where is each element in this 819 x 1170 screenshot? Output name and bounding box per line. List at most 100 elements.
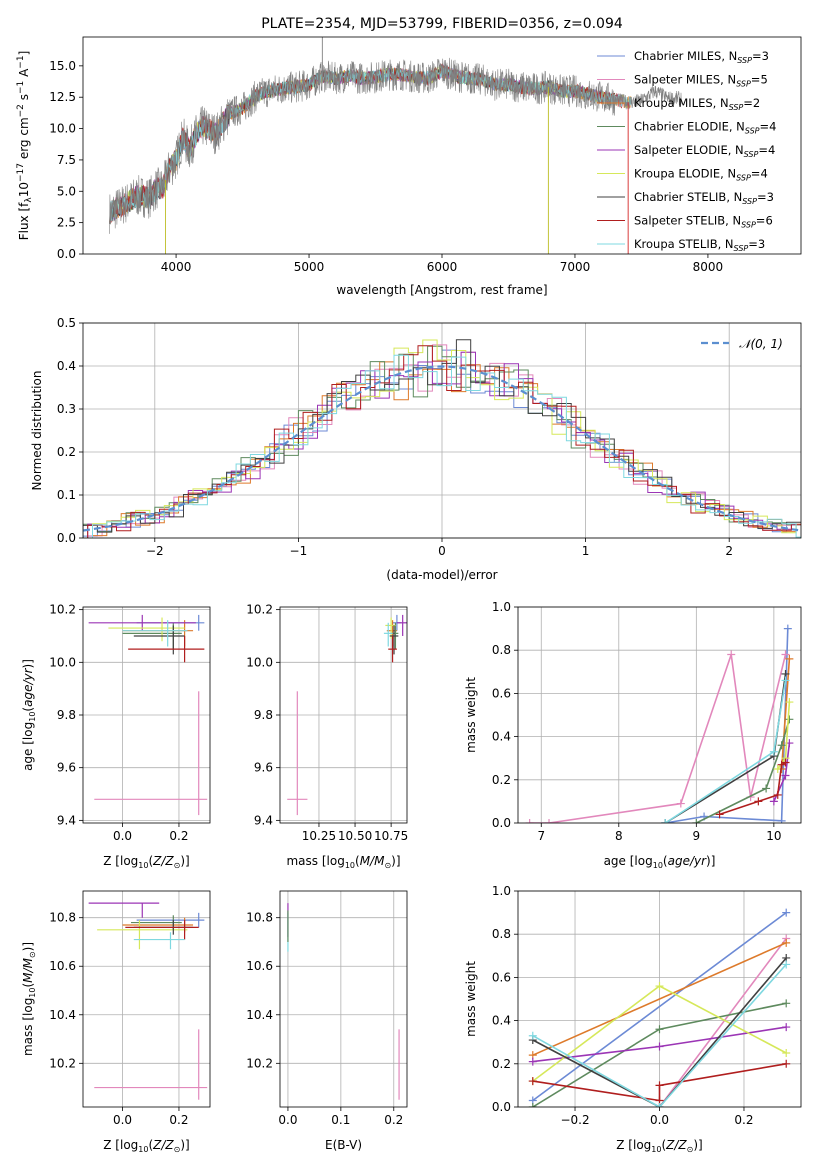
mass-weight-line [529,654,787,823]
y-tick-label: 0.2 [492,773,511,787]
legend-nssp-subscript: SSP [736,80,751,89]
legend-series-name: Salpeter MILES [634,73,720,87]
plot-area [287,903,400,1100]
axes-frame [279,606,408,824]
y-tick-label: 0.6 [492,686,511,700]
mass-weight-line [532,1063,787,1102]
legend-nssp-value: 3 [758,237,765,251]
label-part: ⊙ [28,951,37,958]
y-tick-label: 10.0 [49,655,76,669]
mass-weight-marker [655,1103,664,1107]
label-part: Z [log [103,1138,138,1152]
errorbar-point [133,625,185,655]
y-tick-label: 9.8 [254,708,273,722]
label-part: Z [log [616,1138,651,1152]
x-axis-label: Z [log10(Z/Z⊙)] [103,1138,189,1154]
mass-vs-metallicity-panel: 0.0 0.210.210.410.610.8Z [log10(Z/Z⊙)]mas… [21,890,211,1154]
plot-area [528,908,791,1107]
mass-weight-marker [785,654,794,663]
y-axis-label: mass weight [464,677,478,753]
legend-nssp-eq: = [760,120,770,134]
x-tick-label: 0.2 [169,829,188,843]
label-part: )] [706,854,715,868]
x-tick-label: −2 [146,544,164,558]
y-tick-label: 1.0 [492,600,511,614]
y-tick-label: 10.0 [49,122,76,136]
y-axis-label: age [log10(age/yr)] [21,659,37,771]
label-part: 10 [138,861,148,870]
label-part: 10 [138,1145,148,1154]
y-tick-label: 7.5 [57,153,76,167]
x-tick-label: 0.2 [734,1113,753,1127]
y-tick-label: 10.2 [49,603,76,617]
legend-label: 𝒩(0, 1) [739,337,783,351]
mass-vs-ebv-panel: 0.0 0.1 0.2 10.2 10.4 10.6 10.8 E(B-V) [246,890,408,1152]
legend-nssp-subscript: SSP [741,221,756,230]
mass-weight-marker [773,790,782,799]
legend-nssp-subscript: SSP [729,103,744,112]
legend-series-name: Kroupa STELIB [634,237,718,251]
axes-frame [279,890,408,1108]
legend-nssp-prefix: , N [720,73,736,87]
x-tick-label: 4000 [161,260,192,274]
y-tick-label: 0.4 [492,730,511,744]
errorbar-point [287,691,308,816]
y-tick-label: 1.0 [492,884,511,898]
label-part: )] [21,659,35,668]
y-tick-label: 10.4 [246,1008,273,1022]
x-tick-label: 0.0 [278,1113,297,1127]
y-tick-label: 0.1 [57,488,76,502]
errorbar-point [383,622,393,647]
label-part: ⊙ [174,1145,181,1154]
mass-weight-marker [661,819,670,823]
x-tick-label: 0.1 [331,1113,350,1127]
mass-weight-marker [782,960,791,969]
legend-nssp-subscript: SSP [745,127,760,136]
y-tick-label: 0.3 [57,402,76,416]
x-tick-label: 7000 [560,260,591,274]
legend-label: Kroupa MILES, NSSP=2 [634,96,760,112]
label-part: mass [log [286,854,344,868]
y-tick-label: 10.2 [246,1056,273,1070]
y-tick-label: 0.5 [57,316,76,330]
y-tick-label: 10.6 [49,959,76,973]
x-axis-label: age [log10(age/yr)] [604,854,716,870]
mass-weight-marker [782,908,791,917]
mass-weight-marker [782,938,791,947]
legend-nssp-subscript: SSP [737,56,752,65]
legend-nssp-subscript: SSP [742,197,757,206]
mass-weight-marker [782,1059,791,1068]
mass-weight-marker [528,1031,537,1040]
legend-nssp-prefix: , N [721,49,737,63]
mass-weight-marker [781,771,790,780]
label-part: )] [180,854,189,868]
legend-nssp-prefix: , N [713,96,729,110]
label-part: ⊙ [384,861,391,870]
label-part: 10 [653,861,663,870]
plot-area [109,37,682,254]
y-axis-label: Normed distribution [30,371,44,491]
x-tick-label: −1 [290,544,308,558]
legend-nssp-eq: = [751,73,761,87]
errorbar-point [108,617,185,642]
label-part: mass [log [21,998,35,1056]
x-tick-label: 10.50 [338,829,372,843]
label-part: ] [17,51,31,56]
errorbar-point [88,902,160,918]
x-tick-label: 0.0 [113,1113,132,1127]
x-axis-label: mass [log10(M/M⊙)] [286,854,400,870]
y-axis-label: mass weight [464,961,478,1037]
errorbar-point [97,920,188,950]
y-tick-label: 10.6 [246,959,273,973]
x-axis-label: Z [log10(Z/Z⊙)] [103,854,189,870]
x-tick-label: 0 [438,544,446,558]
label-part: −17 [16,163,26,182]
label-part: λ [24,197,34,203]
y-tick-label: 0.0 [57,531,76,545]
legend-series-name: Salpeter ELODIE [634,143,728,157]
label-part: age/yr [21,667,35,706]
legend-series-name: Chabrier ELODIE [634,120,729,134]
legend-nssp-subscript: SSP [736,174,751,183]
chart-title: PLATE=2354, MJD=53799, FIBERID=0356, z=0… [261,16,623,32]
errorbar-point [94,691,208,816]
